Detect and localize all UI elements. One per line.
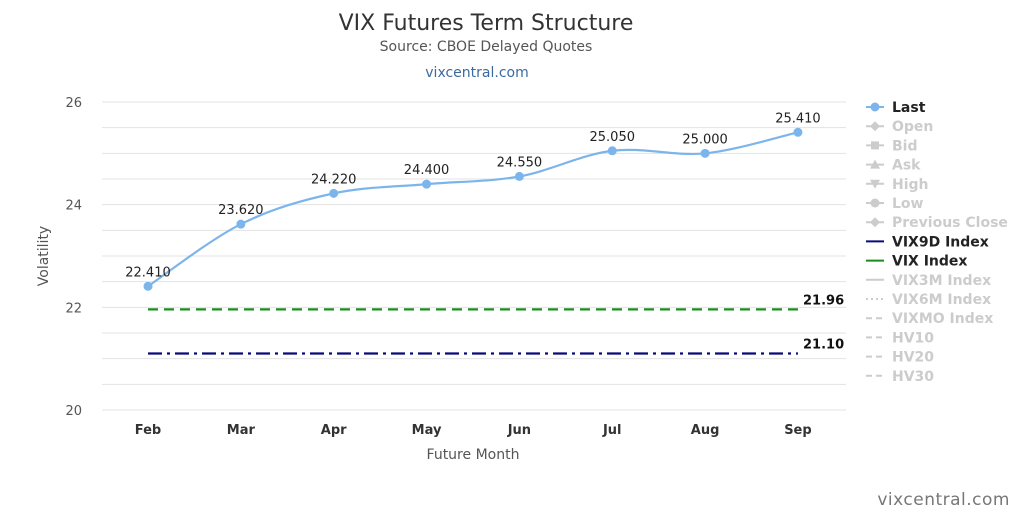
- legend-item[interactable]: HV10: [866, 330, 934, 346]
- legend-item[interactable]: VIX Index: [866, 254, 967, 270]
- legend-label: HV10: [892, 330, 934, 346]
- data-label: 25.050: [590, 130, 636, 145]
- legend-symbol: [866, 121, 884, 132]
- legend-label: HV20: [892, 350, 934, 366]
- legend-label: VIX3M Index: [892, 273, 991, 289]
- legend-item[interactable]: Open: [866, 119, 933, 135]
- x-axis-title: Future Month: [427, 447, 520, 463]
- diamond-marker-icon: [870, 217, 880, 228]
- x-tick-label: Jul: [602, 423, 622, 438]
- triangle-marker-icon: [870, 159, 880, 169]
- circle-marker-icon: [870, 102, 880, 112]
- source-link[interactable]: vixcentral.com: [425, 65, 528, 81]
- legend-item[interactable]: Low: [866, 196, 924, 212]
- legend-symbol: [866, 102, 884, 112]
- legend-symbol: [866, 179, 884, 189]
- legend-item[interactable]: VIXMO Index: [866, 311, 993, 327]
- square-marker-icon: [871, 141, 879, 150]
- x-tick-label: May: [412, 423, 442, 438]
- circle-marker-icon: [870, 198, 880, 208]
- reference-line-label: 21.96: [803, 293, 844, 308]
- x-tick-label: Sep: [784, 423, 812, 438]
- data-point[interactable]: [700, 148, 710, 158]
- x-tick-label: Mar: [227, 423, 256, 438]
- legend-label: HV30: [892, 369, 934, 385]
- data-point[interactable]: [143, 281, 153, 291]
- legend-item[interactable]: VIX9D Index: [866, 234, 989, 250]
- diamond-marker-icon: [870, 121, 880, 132]
- legend-symbol: [866, 198, 884, 208]
- data-label: 23.620: [218, 203, 264, 218]
- reference-line-label: 21.10: [803, 338, 844, 353]
- x-tick-label: Apr: [321, 423, 347, 438]
- legend-label: Bid: [892, 138, 918, 154]
- triangle-down-marker-icon: [870, 179, 880, 189]
- legend-label: VIX6M Index: [892, 292, 991, 308]
- y-tick-label: 26: [65, 96, 82, 111]
- data-label: 25.410: [775, 111, 821, 126]
- data-point[interactable]: [793, 127, 803, 137]
- y-tick-label: 24: [65, 199, 82, 214]
- legend-item[interactable]: VIX6M Index: [866, 292, 991, 308]
- chart-subtitle: Source: CBOE Delayed Quotes: [380, 39, 593, 55]
- legend-item[interactable]: HV20: [866, 350, 934, 366]
- data-label: 25.000: [682, 132, 728, 147]
- legend-item[interactable]: Previous Close: [866, 215, 1008, 231]
- legend-symbol: [866, 159, 884, 169]
- y-axis-title: Volatility: [36, 226, 52, 286]
- legend-label: Low: [892, 196, 924, 212]
- legend-item[interactable]: High: [866, 177, 929, 193]
- x-tick-label: Feb: [135, 423, 161, 438]
- credit-text[interactable]: vixcentral.com: [877, 490, 1010, 510]
- legend-label: Previous Close: [892, 215, 1008, 231]
- legend-label: Ask: [892, 158, 921, 174]
- legend-label: VIX Index: [892, 254, 967, 270]
- legend-item[interactable]: Ask: [866, 158, 921, 174]
- x-tick-label: Aug: [691, 423, 720, 438]
- x-tick-label: Jun: [507, 423, 531, 438]
- legend-label: VIX9D Index: [892, 234, 989, 250]
- legend-symbol: [866, 217, 884, 228]
- legend-symbol: [866, 141, 884, 150]
- data-point[interactable]: [236, 219, 246, 229]
- legend-item[interactable]: Last: [866, 100, 926, 116]
- legend-label: VIXMO Index: [892, 311, 993, 327]
- data-label: 24.550: [497, 155, 543, 170]
- chart-title: VIX Futures Term Structure: [339, 11, 634, 36]
- y-tick-label: 22: [65, 301, 82, 316]
- legend-item[interactable]: HV30: [866, 369, 934, 385]
- y-tick-label: 20: [65, 404, 82, 419]
- data-point[interactable]: [422, 179, 432, 189]
- data-label: 24.220: [311, 172, 357, 187]
- data-point[interactable]: [607, 146, 617, 156]
- data-label: 22.410: [125, 265, 171, 280]
- legend-label: Open: [892, 119, 933, 135]
- data-label: 24.400: [404, 163, 450, 178]
- legend-item[interactable]: Bid: [866, 138, 918, 154]
- legend-label: High: [892, 177, 929, 193]
- legend-label: Last: [892, 100, 926, 116]
- data-point[interactable]: [329, 188, 339, 198]
- legend-item[interactable]: VIX3M Index: [866, 273, 991, 289]
- data-point[interactable]: [514, 171, 524, 181]
